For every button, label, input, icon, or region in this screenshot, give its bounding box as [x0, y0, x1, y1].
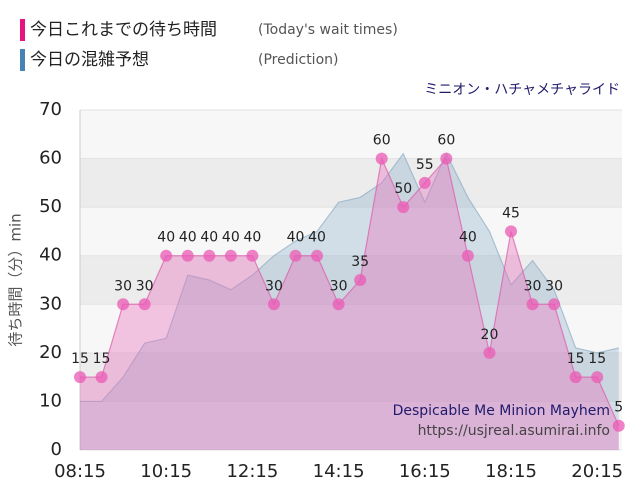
data-label: 60: [373, 133, 391, 149]
legend-label: 今日これまでの待ち時間: [30, 20, 217, 40]
x-tick-label: 08:15: [54, 461, 106, 482]
data-label: 30: [136, 278, 154, 294]
line: [80, 152, 619, 403]
chart-title: ミニオン・ハチャメチャライド: [424, 82, 620, 98]
point: [74, 371, 86, 384]
y-axis-label: 待ち時間（分）min: [7, 213, 25, 346]
y-tick-label: 0: [51, 439, 62, 460]
data-label: 30: [265, 278, 283, 294]
point: [375, 152, 388, 165]
point: [548, 298, 561, 311]
data-label: 20: [481, 327, 499, 343]
y-tick-label: 30: [39, 293, 62, 314]
data-label: 15: [93, 351, 111, 367]
grid-band: [80, 352, 622, 402]
point: [483, 346, 496, 359]
point: [397, 201, 410, 214]
point: [95, 371, 108, 384]
data-label: 35: [351, 254, 369, 270]
point: [138, 298, 151, 311]
point: [311, 249, 324, 262]
x-tick-label: 10:15: [140, 461, 192, 482]
data-label: 40: [243, 230, 261, 246]
legend-label: 今日の混雑予想: [30, 50, 149, 70]
point: [289, 249, 302, 262]
data-label: 30: [524, 278, 542, 294]
y-tick-label: 50: [39, 196, 62, 217]
point: [569, 371, 582, 384]
y-tick-label: 10: [39, 390, 62, 411]
data-label: 50: [394, 181, 412, 197]
y-tick-label: 60: [39, 148, 62, 169]
point: [332, 298, 345, 311]
point: [117, 298, 130, 311]
point: [203, 249, 216, 262]
data-label: 55: [416, 157, 434, 173]
data-label: 15: [588, 351, 606, 367]
y-tick-label: 40: [39, 245, 62, 266]
data-label: 5: [614, 400, 623, 416]
data-label: 40: [222, 230, 240, 246]
legend-swatch: [20, 19, 25, 41]
point: [461, 249, 474, 262]
x-tick-label: 12:15: [226, 461, 278, 482]
data-label: 60: [437, 133, 455, 149]
x-tick-label: 20:15: [571, 461, 623, 482]
point: [267, 298, 280, 311]
data-label: 40: [200, 230, 218, 246]
area: [80, 158, 619, 451]
legend-swatch: [20, 49, 25, 71]
data-label: 45: [502, 205, 520, 221]
area: [80, 153, 619, 450]
y-tick-label: 70: [39, 99, 62, 120]
data-label: 30: [545, 278, 563, 294]
point: [418, 176, 431, 189]
x-tick-label: 14:15: [313, 461, 365, 482]
x-tick-label: 18:15: [485, 461, 537, 482]
data-label: 30: [114, 278, 132, 294]
legend-note: (Today's wait times): [258, 22, 398, 38]
data-label: 40: [157, 230, 175, 246]
data-label: 15: [567, 351, 585, 367]
point: [160, 249, 173, 262]
point: [354, 274, 367, 286]
watermark: https://usjreal.asumirai.info: [418, 423, 610, 439]
point: [505, 225, 517, 238]
watermark: Despicable Me Minion Mayhem: [393, 403, 610, 419]
point: [591, 371, 604, 384]
point: [181, 249, 194, 262]
point: [224, 249, 237, 262]
data-label: 15: [71, 351, 89, 367]
point: [440, 152, 453, 165]
point: [526, 298, 539, 311]
data-label: 40: [308, 230, 326, 246]
legend-note: (Prediction): [258, 52, 338, 68]
data-label: 40: [179, 230, 197, 246]
data-label: 30: [330, 278, 348, 294]
data-label: 40: [287, 230, 305, 246]
point: [246, 249, 259, 262]
x-tick-label: 16:15: [399, 461, 451, 482]
data-label: 40: [459, 230, 477, 246]
grid-band: [80, 255, 622, 305]
point: [612, 419, 625, 432]
y-tick-label: 20: [39, 342, 62, 363]
